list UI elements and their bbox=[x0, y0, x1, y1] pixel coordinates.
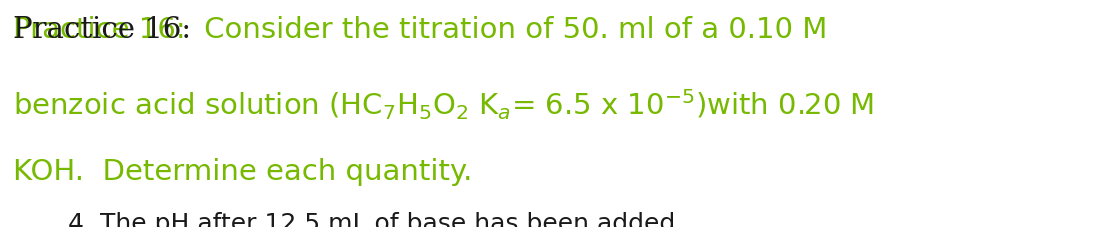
Text: Practice 16:: Practice 16: bbox=[13, 16, 191, 44]
Text: 4. The pH after 12.5 mL of base has been added.: 4. The pH after 12.5 mL of base has been… bbox=[68, 211, 683, 227]
Text: KOH.  Determine each quantity.: KOH. Determine each quantity. bbox=[13, 158, 473, 186]
Text: Practice 16:  Consider the titration of 50. ml of a 0.10 M: Practice 16: Consider the titration of 5… bbox=[13, 16, 827, 44]
Text: benzoic acid solution (HC$_7$H$_5$O$_2$ K$_a$= 6.5 x 10$^{-5}$)with 0.20 M: benzoic acid solution (HC$_7$H$_5$O$_2$ … bbox=[13, 87, 874, 122]
